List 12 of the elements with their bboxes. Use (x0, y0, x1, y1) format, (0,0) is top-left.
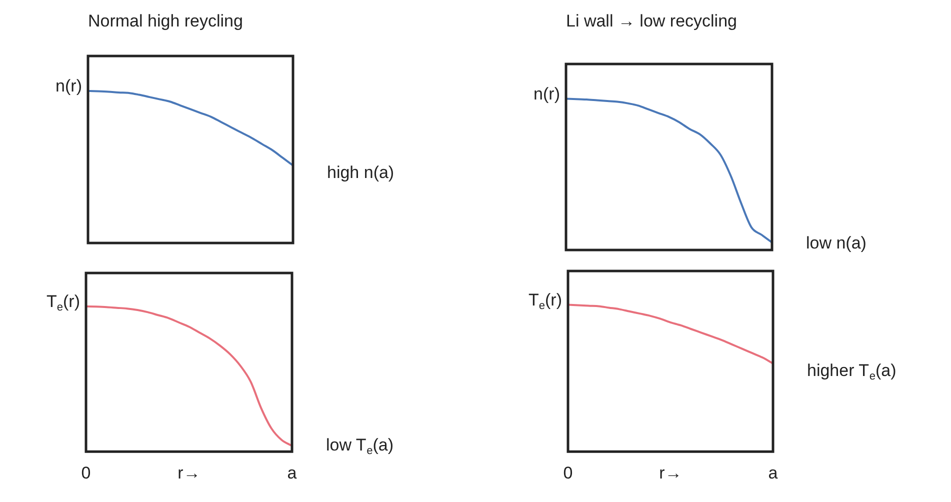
x-tick-label: r→ (178, 463, 200, 482)
text: low n(a) (806, 234, 866, 253)
y-axis-title: n(r) (534, 84, 560, 104)
x-tick-label: 0 (563, 463, 573, 482)
chart-title: Normal high reycling (88, 12, 243, 31)
y-axis-title: n(r) (56, 76, 82, 96)
x-tick-label: 0 (81, 463, 91, 482)
x-tick-label: a (287, 463, 298, 482)
x-tick-label: r→ (659, 463, 682, 482)
chart-title: Li wall → low recycling (566, 12, 737, 31)
x-tick-label: a (768, 463, 778, 482)
text: high n(a) (327, 163, 394, 182)
